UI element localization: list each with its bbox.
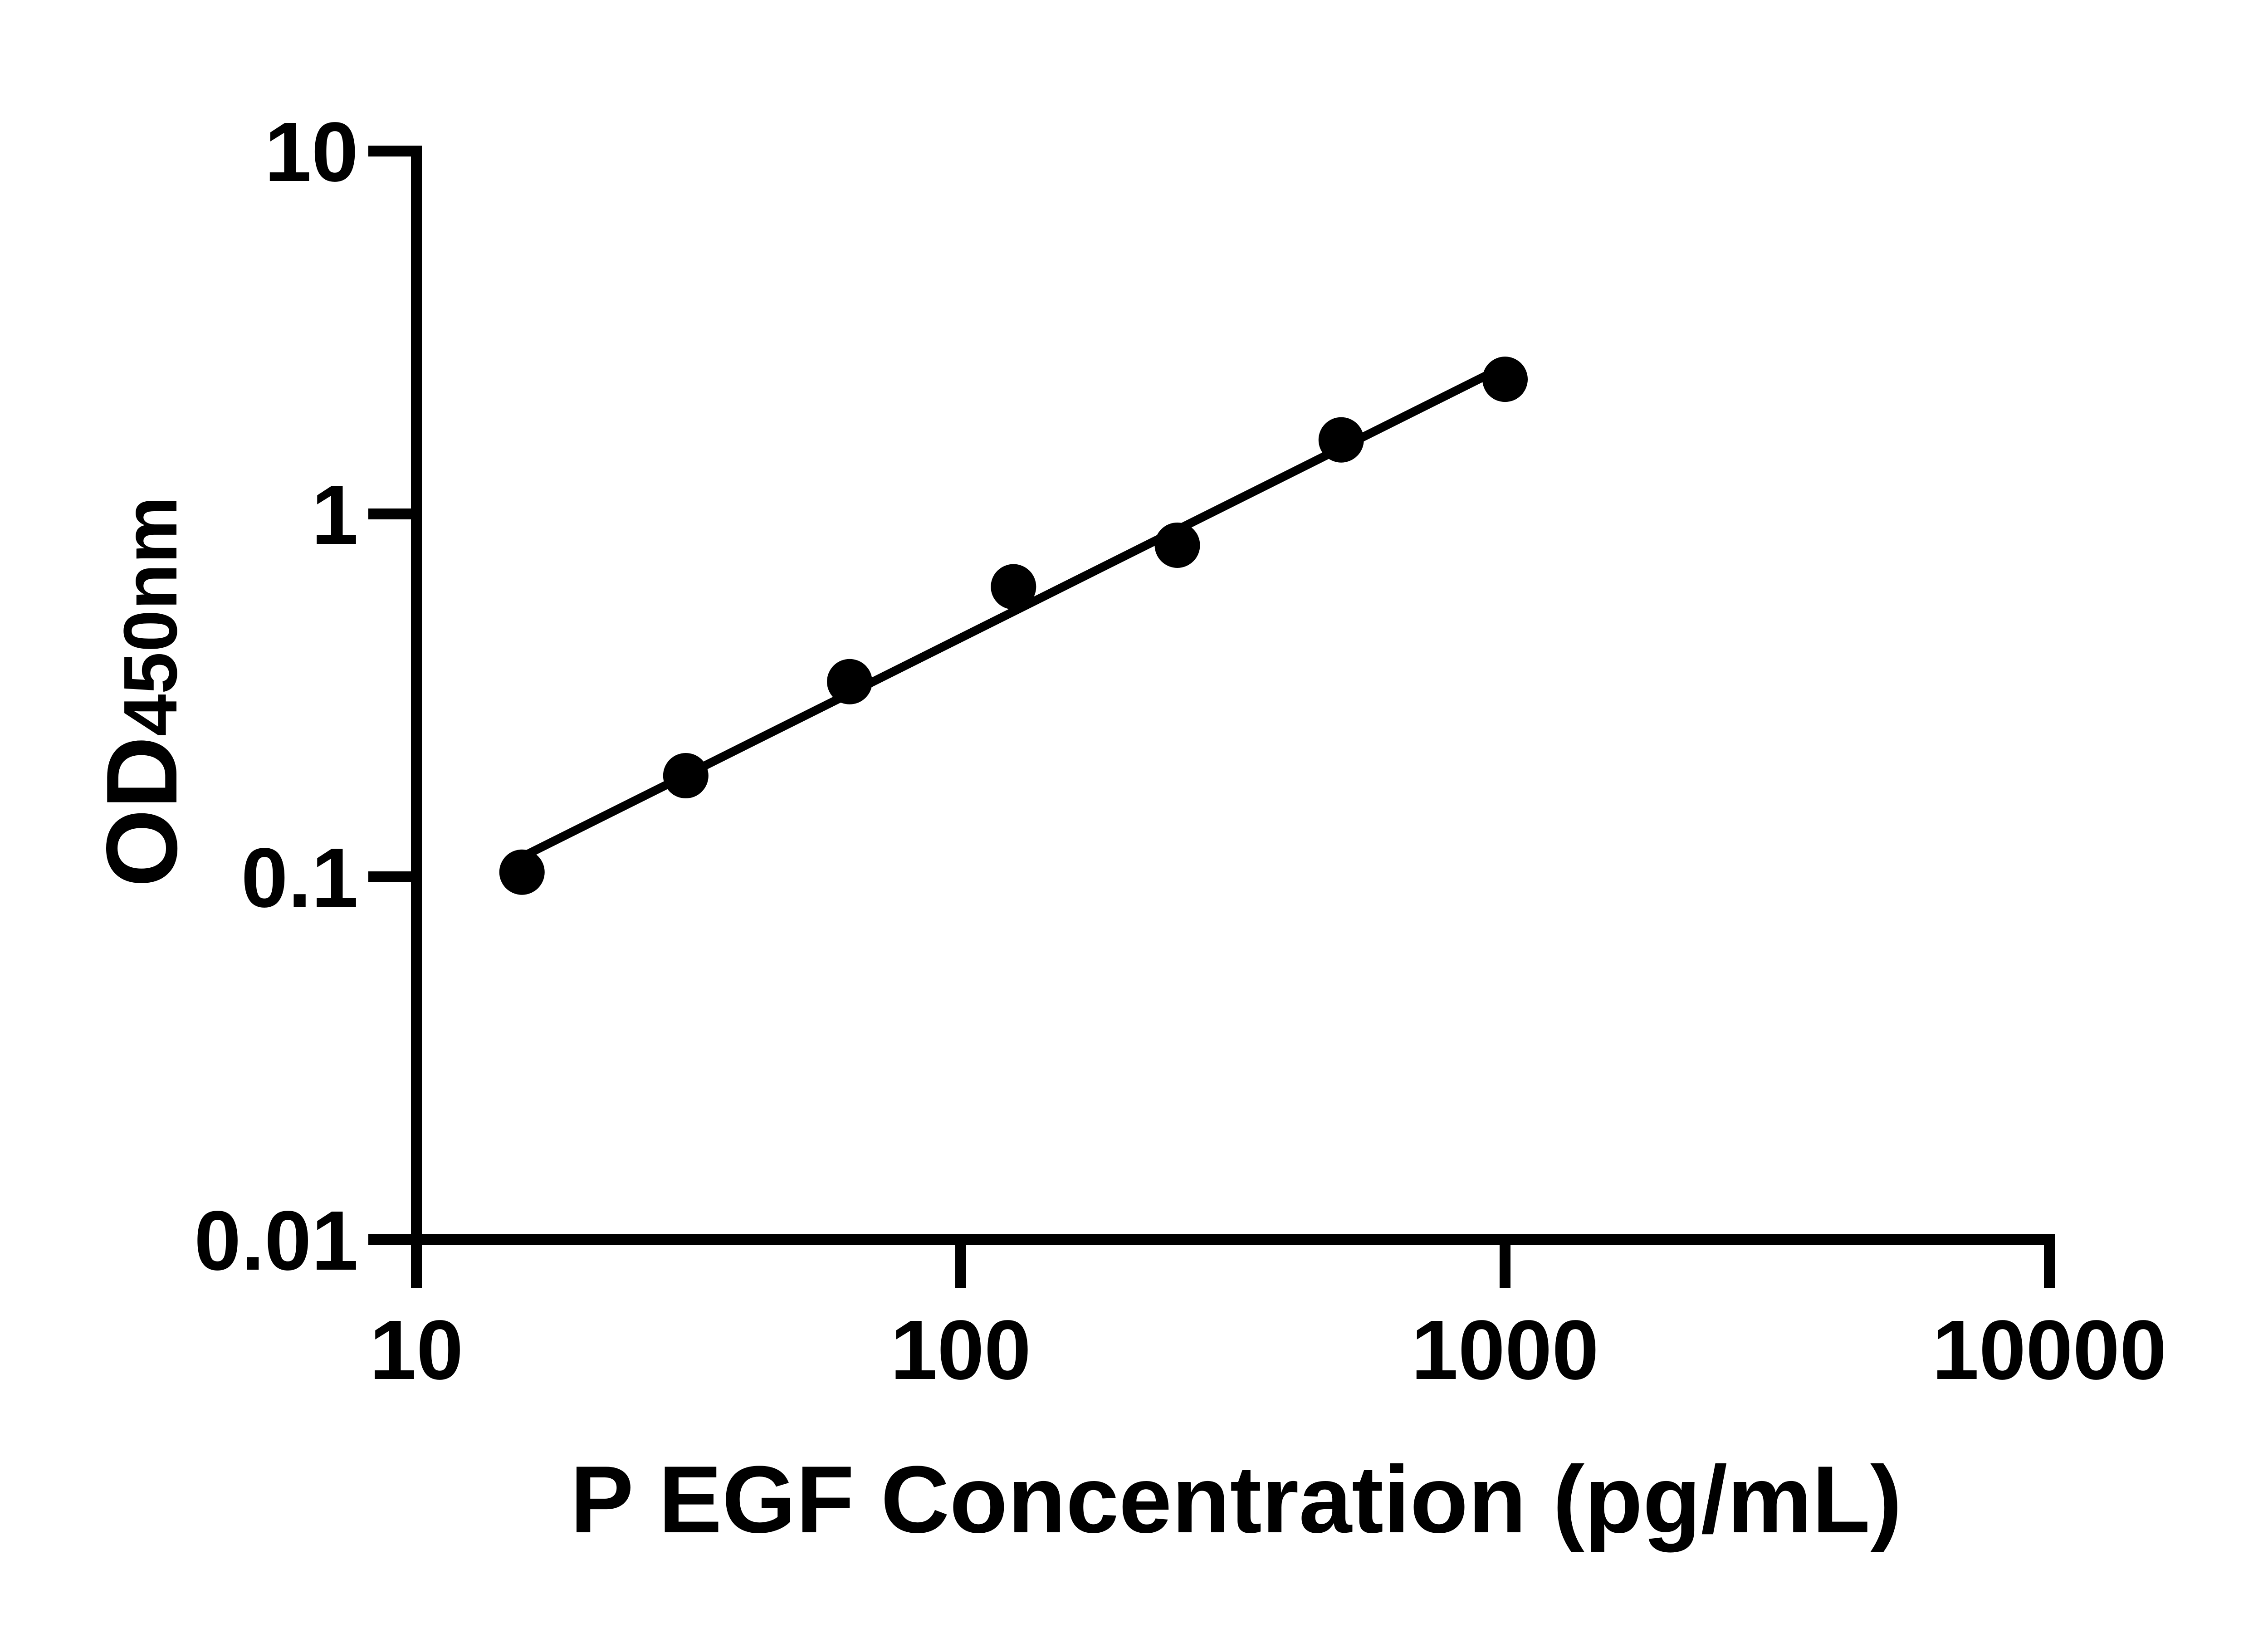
data-point — [1482, 357, 1528, 402]
x-tick-label: 10000 — [1932, 1303, 2166, 1397]
y-tick-label: 0.01 — [194, 1194, 358, 1288]
y-tick-label: 1 — [312, 468, 358, 562]
x-tick-label: 1000 — [1411, 1303, 1599, 1397]
data-point — [991, 564, 1036, 610]
y-tick-label: 0.1 — [241, 831, 358, 925]
x-tick-label: 100 — [890, 1303, 1031, 1397]
y-axis-title-main: OD — [86, 736, 198, 887]
data-point — [499, 849, 545, 895]
data-point — [827, 659, 873, 704]
data-point — [1154, 522, 1200, 568]
y-axis-title-subscript: 450nm — [108, 496, 193, 736]
data-point — [663, 753, 709, 798]
y-tick-label: 10 — [264, 105, 358, 199]
x-tick-label: 10 — [370, 1303, 464, 1397]
y-axis-title: OD450nm — [86, 496, 198, 887]
data-point — [1318, 417, 1364, 463]
x-axis-title: P EGF Concentration (pg/mL) — [570, 1446, 1902, 1553]
